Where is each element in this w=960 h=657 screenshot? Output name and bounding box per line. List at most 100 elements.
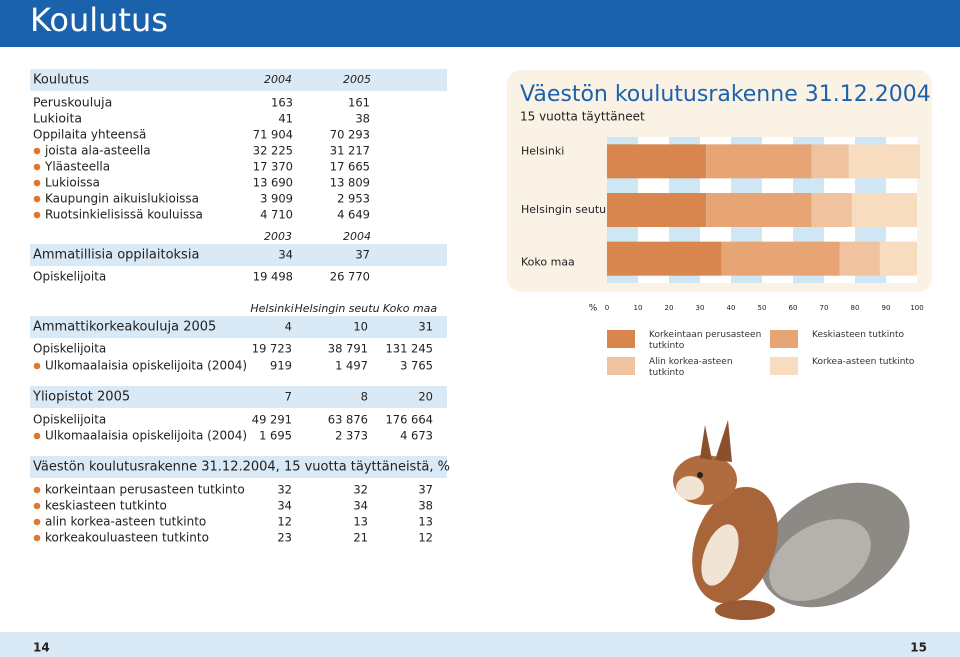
x-tick-label: 50 bbox=[758, 304, 767, 312]
cell: 41 bbox=[278, 112, 293, 126]
page-number: 15 bbox=[910, 641, 927, 655]
cell: 32 bbox=[353, 483, 368, 497]
x-tick-label: 70 bbox=[820, 304, 829, 312]
cell: 10 bbox=[353, 320, 368, 334]
cell: 21 bbox=[353, 531, 368, 545]
cell: 19 723 bbox=[252, 342, 292, 356]
x-tick-label: 20 bbox=[665, 304, 674, 312]
legend-swatch bbox=[770, 330, 798, 348]
chart-title: Väestön koulutusrakenne 31.12.2004 bbox=[520, 82, 931, 107]
row-label: Oppilaita yhteensä bbox=[33, 128, 146, 142]
cell: 20 bbox=[418, 390, 433, 404]
cell: 63 876 bbox=[328, 413, 368, 427]
bar-segment bbox=[848, 144, 921, 179]
cell: 4 bbox=[285, 320, 292, 334]
legend-label: Korkeintaan perusasteen tutkinto bbox=[649, 330, 762, 351]
cell: 1 695 bbox=[259, 429, 292, 443]
column-header: Helsingin seutu bbox=[294, 302, 379, 315]
row-label: Koulutus bbox=[33, 73, 89, 88]
x-tick-label: 100 bbox=[910, 304, 923, 312]
cell: 4 649 bbox=[337, 208, 370, 222]
footer-band bbox=[0, 632, 960, 657]
page-number: 14 bbox=[33, 641, 50, 655]
x-tick-label: 10 bbox=[634, 304, 643, 312]
bar-segment bbox=[607, 193, 707, 227]
cell: 13 809 bbox=[330, 176, 370, 190]
bar-segment bbox=[706, 144, 812, 179]
column-header: Koko maa bbox=[383, 302, 438, 315]
bar-segment bbox=[721, 241, 840, 276]
row-label: Opiskelijoita bbox=[33, 342, 106, 356]
cell: 71 904 bbox=[253, 128, 293, 142]
row-label: Ruotsinkielisissä kouluissa bbox=[45, 208, 203, 222]
bullet bbox=[33, 502, 41, 510]
row-label: Opiskelijoita bbox=[33, 413, 106, 427]
row-label: korkeakouluasteen tutkinto bbox=[45, 531, 209, 545]
cell: 8 bbox=[361, 390, 368, 404]
squirrel-illustration bbox=[673, 420, 910, 620]
cell: 38 791 bbox=[328, 342, 368, 356]
cell: 12 bbox=[277, 515, 292, 529]
cell: 919 bbox=[270, 359, 292, 373]
cell: 19 498 bbox=[253, 270, 293, 284]
category-label: Helsinki bbox=[521, 144, 564, 157]
header-band bbox=[0, 0, 960, 47]
bullet bbox=[33, 195, 41, 203]
cell: 23 bbox=[277, 531, 292, 545]
cell: 7 bbox=[285, 390, 292, 404]
row-label: Opiskelijoita bbox=[33, 270, 106, 284]
row-label: Ammattikorkeakouluja 2005 bbox=[33, 320, 216, 335]
cell: 13 690 bbox=[253, 176, 293, 190]
x-tick-label: 40 bbox=[727, 304, 736, 312]
page-title: Koulutus bbox=[30, 1, 168, 39]
cell: 163 bbox=[271, 96, 293, 110]
row-label: Ammatillisia oppilaitoksia bbox=[33, 248, 199, 263]
cell: 26 770 bbox=[330, 270, 370, 284]
cell: 13 bbox=[353, 515, 368, 529]
row-band bbox=[30, 69, 447, 91]
row-label: Lukioissa bbox=[45, 176, 100, 190]
bar-segment bbox=[607, 241, 722, 276]
bullet bbox=[33, 432, 41, 440]
row-label: Kaupungin aikuislukioissa bbox=[45, 192, 199, 206]
bullet bbox=[33, 518, 41, 526]
cell: 12 bbox=[418, 531, 433, 545]
bar-segment bbox=[607, 144, 707, 179]
bullet bbox=[33, 147, 41, 155]
row-label: keskiasteen tutkinto bbox=[45, 499, 167, 513]
cell: 2 953 bbox=[337, 192, 370, 206]
bar-segment bbox=[839, 241, 880, 276]
row-band bbox=[30, 316, 447, 338]
cell: 176 664 bbox=[385, 413, 433, 427]
cell: 17 370 bbox=[253, 160, 293, 174]
row-label: Peruskouluja bbox=[33, 95, 112, 110]
category-label: Koko maa bbox=[521, 256, 575, 269]
cell: 2 373 bbox=[335, 429, 368, 443]
row-band bbox=[30, 244, 447, 266]
cell: 3 909 bbox=[260, 192, 293, 206]
x-axis-label: % bbox=[589, 304, 598, 314]
cell: 34 bbox=[278, 248, 293, 262]
row-band bbox=[30, 456, 447, 478]
legend-label: Korkea-asteen tutkinto bbox=[812, 357, 915, 367]
row-label: Yliopistot 2005 bbox=[32, 390, 130, 405]
x-tick-label: 0 bbox=[605, 304, 609, 312]
chart-subtitle: 15 vuotta täyttäneet bbox=[520, 110, 645, 124]
category-label: Helsingin seutu bbox=[521, 203, 606, 216]
cell: 31 bbox=[418, 320, 433, 334]
row-label: alin korkea-asteen tutkinto bbox=[45, 515, 206, 529]
cell: 4 710 bbox=[260, 208, 293, 222]
bar-segment bbox=[811, 144, 849, 179]
bar-segment bbox=[706, 193, 812, 227]
x-tick-label: 90 bbox=[882, 304, 891, 312]
cell: 38 bbox=[418, 499, 433, 513]
bullet bbox=[33, 211, 41, 219]
bullet bbox=[33, 163, 41, 171]
cell: 34 bbox=[353, 499, 368, 513]
cell: 1 497 bbox=[335, 359, 368, 373]
bullet bbox=[33, 534, 41, 542]
bar-segment bbox=[879, 241, 917, 276]
row-label: Lukioita bbox=[33, 111, 82, 126]
column-header: Helsinki bbox=[250, 302, 293, 315]
